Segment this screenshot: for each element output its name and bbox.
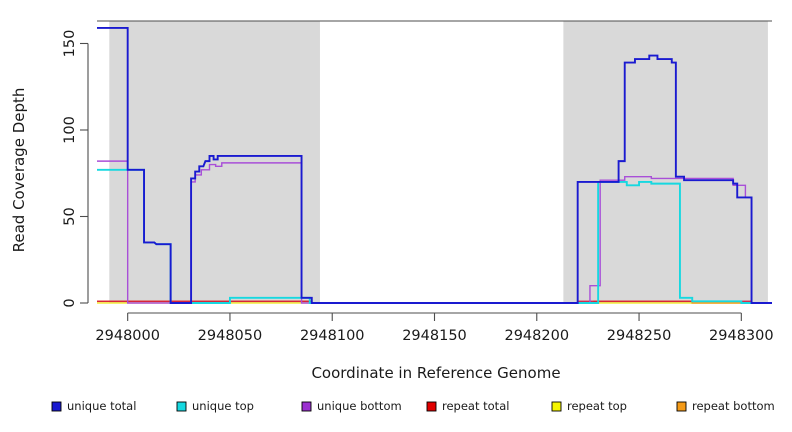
legend-swatch-repeat-bottom: [676, 401, 687, 412]
x-tick-label: 2948050: [198, 328, 263, 344]
legend-label-repeat-total: repeat total: [442, 399, 509, 413]
x-tick-label: 2948250: [607, 328, 672, 344]
legend-swatch-repeat-total: [426, 401, 437, 412]
x-tick-label: 2948150: [402, 328, 467, 344]
legend-swatch-unique-top: [176, 401, 187, 412]
legend-swatch-unique-bottom: [301, 401, 312, 412]
y-axis: 0 50 100 150: [62, 30, 89, 308]
x-tick-label: 2948000: [95, 328, 160, 344]
x-axis-title: Coordinate in Reference Genome: [311, 364, 560, 382]
legend-label-unique-bottom: unique bottom: [317, 399, 402, 413]
chart-legend: unique total unique top unique bottom repea…: [51, 399, 775, 413]
x-axis: 2948000 2948050 2948100 2948150 2948200 29482…: [95, 312, 774, 344]
x-tick-label: 2948300: [709, 328, 774, 344]
legend-swatch-unique-total: [51, 401, 62, 412]
legend-label-unique-top: unique top: [192, 399, 254, 413]
series-unique-total: [97, 26, 772, 304]
top-mask: [0, 0, 792, 21]
y-tick-label: 150: [62, 30, 78, 58]
x-tick-label: 2948100: [300, 328, 365, 344]
legend-label-repeat-bottom: repeat bottom: [692, 399, 775, 413]
x-tick-label: 2948200: [504, 328, 569, 344]
y-axis-title: Read Coverage Depth: [10, 88, 28, 253]
repeat-region-right: [563, 21, 768, 303]
y-tick-label: 50: [62, 207, 78, 225]
legend-label-unique-total: unique total: [67, 399, 136, 413]
repeat-region-left: [109, 21, 320, 303]
y-tick-label: 100: [62, 116, 78, 144]
legend-swatch-repeat-top: [551, 401, 562, 412]
shaded-regions-group: [109, 21, 768, 303]
bottom-mask: [0, 304, 792, 432]
legend-label-repeat-top: repeat top: [567, 399, 627, 413]
y-tick-label: 0: [62, 298, 78, 307]
